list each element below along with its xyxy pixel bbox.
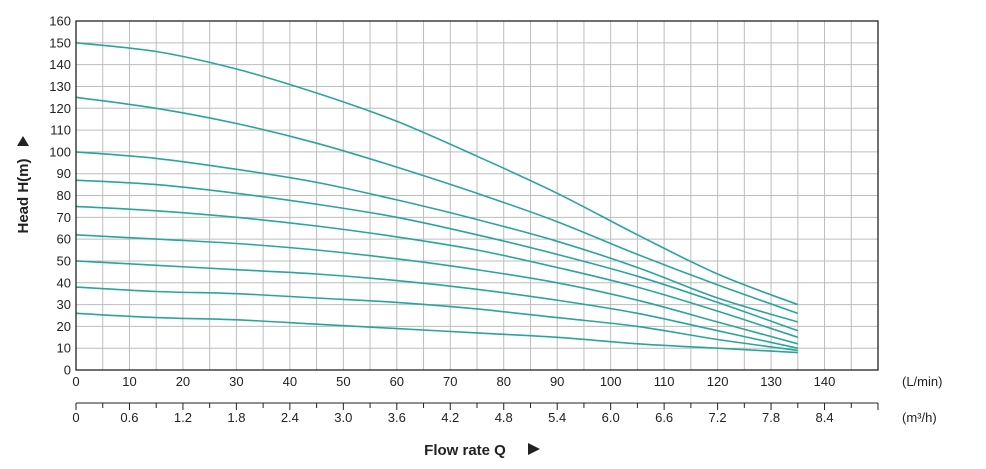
x2-tick-label: 7.8 — [762, 410, 780, 425]
x2-tick-label: 6.6 — [655, 410, 673, 425]
y-tick-label: 160 — [49, 14, 71, 29]
x-tick-label: 130 — [760, 374, 782, 389]
x-axis-arrow-icon — [528, 443, 540, 455]
x-axis-label: Flow rate Q — [424, 442, 506, 459]
curves — [75, 42, 799, 354]
x-axis-ticks: 0 10 20 30 40 50 60 70 80 90 100 110 120 130 140 — [72, 374, 835, 389]
x-tick-label: 70 — [443, 374, 457, 389]
x-tick-label: 0 — [72, 374, 79, 389]
performance-curve — [75, 179, 799, 332]
x2-tick-label: 1.8 — [227, 410, 245, 425]
y-tick-label: 0 — [64, 363, 71, 378]
x2-tick-label: 3.6 — [388, 410, 406, 425]
x2-tick-label: 3.0 — [334, 410, 352, 425]
y-tick-label: 50 — [57, 253, 71, 268]
x-tick-label: 10 — [122, 374, 136, 389]
x2-tick-label: 8.4 — [815, 410, 833, 425]
y-axis-arrow-icon — [17, 136, 29, 146]
x2-tick-label: 4.8 — [495, 410, 513, 425]
x-tick-label: 40 — [283, 374, 297, 389]
x2-tick-label: 0.6 — [120, 410, 138, 425]
x2-axis: 0 0.6 1.2 1.8 2.4 3.0 3.6 4.2 4.8 5.4 6.0 6.6 7.2 7.8… — [72, 402, 879, 425]
y-tick-label: 20 — [57, 319, 71, 334]
y-tick-label: 140 — [49, 57, 71, 72]
x2-tick-label: 2.4 — [281, 410, 299, 425]
x2-tick-label: 1.2 — [174, 410, 192, 425]
y-tick-label: 40 — [57, 275, 71, 290]
x-tick-label: 50 — [336, 374, 350, 389]
y-tick-label: 150 — [49, 35, 71, 50]
y-tick-label: 90 — [57, 166, 71, 181]
y-tick-label: 80 — [57, 188, 71, 203]
x-tick-label: 90 — [550, 374, 564, 389]
x-tick-label: 20 — [176, 374, 190, 389]
performance-curve — [75, 96, 799, 315]
y-axis-ticks: 0 10 20 30 40 50 60 70 80 90 100 110 120 130 140 150 160 — [49, 14, 71, 378]
grid — [76, 21, 878, 370]
y-tick-label: 100 — [49, 144, 71, 159]
plot-frame — [75, 20, 879, 371]
x2-tick-label: 7.2 — [709, 410, 727, 425]
y-tick-label: 120 — [49, 101, 71, 116]
x-unit-label: (L/min) — [902, 374, 942, 389]
x-tick-label: 120 — [707, 374, 729, 389]
y-tick-label: 30 — [57, 297, 71, 312]
performance-curve — [75, 260, 798, 349]
x2-tick-label: 5.4 — [548, 410, 566, 425]
performance-curve — [75, 151, 799, 323]
y-tick-label: 130 — [49, 79, 71, 94]
y-axis-label: Head H(m) — [15, 158, 32, 233]
y-tick-label: 110 — [50, 123, 71, 138]
y-axis-title: Head H(m) — [15, 136, 32, 234]
performance-curve — [75, 286, 798, 352]
x-tick-label: 140 — [814, 374, 836, 389]
performance-curve — [75, 234, 799, 345]
x-tick-label: 100 — [600, 374, 622, 389]
x2-tick-label: 0 — [72, 410, 79, 425]
x-tick-label: 80 — [496, 374, 510, 389]
x-tick-label: 30 — [229, 374, 243, 389]
performance-curve — [75, 205, 799, 339]
y-tick-label: 70 — [57, 210, 71, 225]
performance-curve — [75, 312, 798, 354]
x-tick-label: 110 — [654, 374, 675, 389]
x2-tick-label: 4.2 — [441, 410, 459, 425]
x2-tick-label: 6.0 — [602, 410, 620, 425]
y-tick-label: 10 — [57, 341, 71, 356]
y-tick-label: 60 — [57, 232, 71, 247]
x-tick-label: 60 — [390, 374, 404, 389]
x2-unit-label: (m³/h) — [902, 410, 937, 425]
performance-curve — [75, 42, 799, 306]
